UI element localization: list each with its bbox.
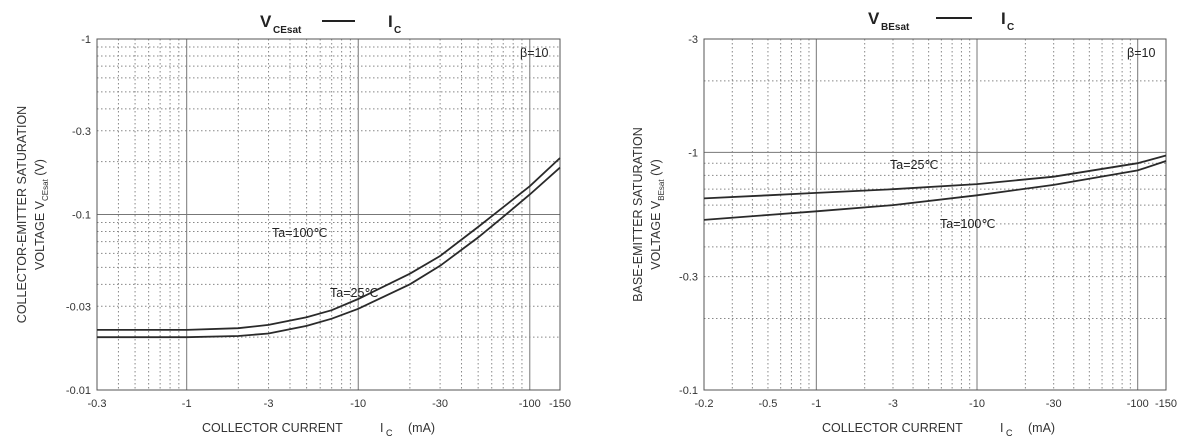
- y-tick-label: -1: [688, 147, 698, 159]
- x-tick-label: -30: [1046, 398, 1062, 410]
- x-axis-label: COLLECTOR CURRENT: [822, 421, 963, 435]
- x-tick-label: -10: [969, 398, 985, 410]
- x-tick-label: -150: [1155, 398, 1177, 410]
- x-tick-label: -0.2: [695, 398, 714, 410]
- beta-note: β=10: [1127, 46, 1155, 60]
- y-axis-label: BASE-EMITTER SATURATION: [631, 127, 645, 302]
- x-tick-label: -1: [811, 398, 821, 410]
- title-symbol-sub: BEsat: [881, 22, 910, 33]
- y-tick-label: -0.3: [72, 126, 91, 138]
- y-axis-label-prefix: VOLTAGE: [33, 209, 47, 270]
- x-axis-symbol-sub: C: [386, 428, 393, 438]
- series-line-2: [97, 166, 561, 339]
- y-axis-symbol: V: [649, 200, 663, 209]
- title-current-symbol: I: [388, 12, 393, 31]
- chart-vbesat: -0.2 -0.5 -1 -3 -10 -30 -100 -150 -3 -1 -0.3 -0.1 Ta…: [631, 9, 1177, 438]
- plot-frame: [96, 38, 561, 391]
- series-label-2: Ta=25℃: [330, 286, 378, 300]
- title-symbol: V: [260, 12, 272, 31]
- y-axis-unit: (V): [33, 159, 47, 179]
- y-axis-label-prefix: VOLTAGE: [649, 209, 663, 270]
- x-axis-unit: (mA): [1028, 421, 1055, 435]
- chart-vcesat: -0.3 -1 -3 -10 -30 -100 -150 -1 -0.3 -0.1 -0.03 -0.…: [15, 12, 571, 438]
- series-line-1: [703, 154, 1167, 200]
- x-tick-label: -150: [549, 398, 571, 410]
- x-tick-label: -10: [350, 398, 366, 410]
- x-tick-label: -100: [1127, 398, 1149, 410]
- series-line-2: [703, 160, 1167, 221]
- title-current-sub: C: [1007, 22, 1014, 33]
- x-axis-label: COLLECTOR CURRENT: [202, 421, 343, 435]
- x-axis-symbol-sub: C: [1006, 428, 1013, 438]
- y-tick-label: -0.1: [72, 210, 91, 222]
- x-axis-symbol: I: [380, 421, 383, 435]
- series-label-2: Ta=100℃: [940, 217, 995, 231]
- y-axis-symbol-sub: BEsat: [657, 179, 666, 201]
- x-axis-unit: (mA): [408, 421, 435, 435]
- title-symbol-sub: CEsat: [273, 25, 302, 36]
- x-tick-label: -0.3: [88, 398, 107, 410]
- y-tick-label: -0.1: [679, 385, 698, 397]
- x-tick-label: -0.5: [758, 398, 777, 410]
- x-tick-label: -3: [264, 398, 274, 410]
- y-tick-label: -0.01: [66, 385, 91, 397]
- series-line-1: [97, 157, 561, 331]
- series-label-1: Ta=100℃: [272, 226, 327, 240]
- x-tick-label: -3: [888, 398, 898, 410]
- y-tick-label: -1: [81, 34, 91, 46]
- title-symbol: V: [868, 9, 880, 28]
- x-axis-symbol: I: [1000, 421, 1003, 435]
- title-current-symbol: I: [1001, 9, 1006, 28]
- y-axis-symbol-sub: CEsat: [41, 178, 50, 201]
- y-axis-label: COLLECTOR-EMITTER SATURATION: [15, 106, 29, 323]
- y-axis-unit: (V): [649, 159, 663, 179]
- y-tick-label: -3: [688, 34, 698, 46]
- y-axis-label-2: VOLTAGE VCEsat (V): [33, 159, 50, 270]
- x-tick-label: -1: [182, 398, 192, 410]
- plot-frame: [703, 38, 1167, 391]
- y-tick-label: -0.03: [66, 301, 91, 313]
- x-tick-label: -30: [432, 398, 448, 410]
- title-current-sub: C: [394, 25, 401, 36]
- y-tick-label: -0.3: [679, 272, 698, 284]
- x-tick-label: -100: [519, 398, 541, 410]
- series-label-1: Ta=25℃: [890, 158, 938, 172]
- y-axis-label-2: VOLTAGE VBEsat (V): [649, 159, 666, 270]
- beta-note: β=10: [520, 46, 548, 60]
- y-axis-symbol: V: [33, 200, 47, 209]
